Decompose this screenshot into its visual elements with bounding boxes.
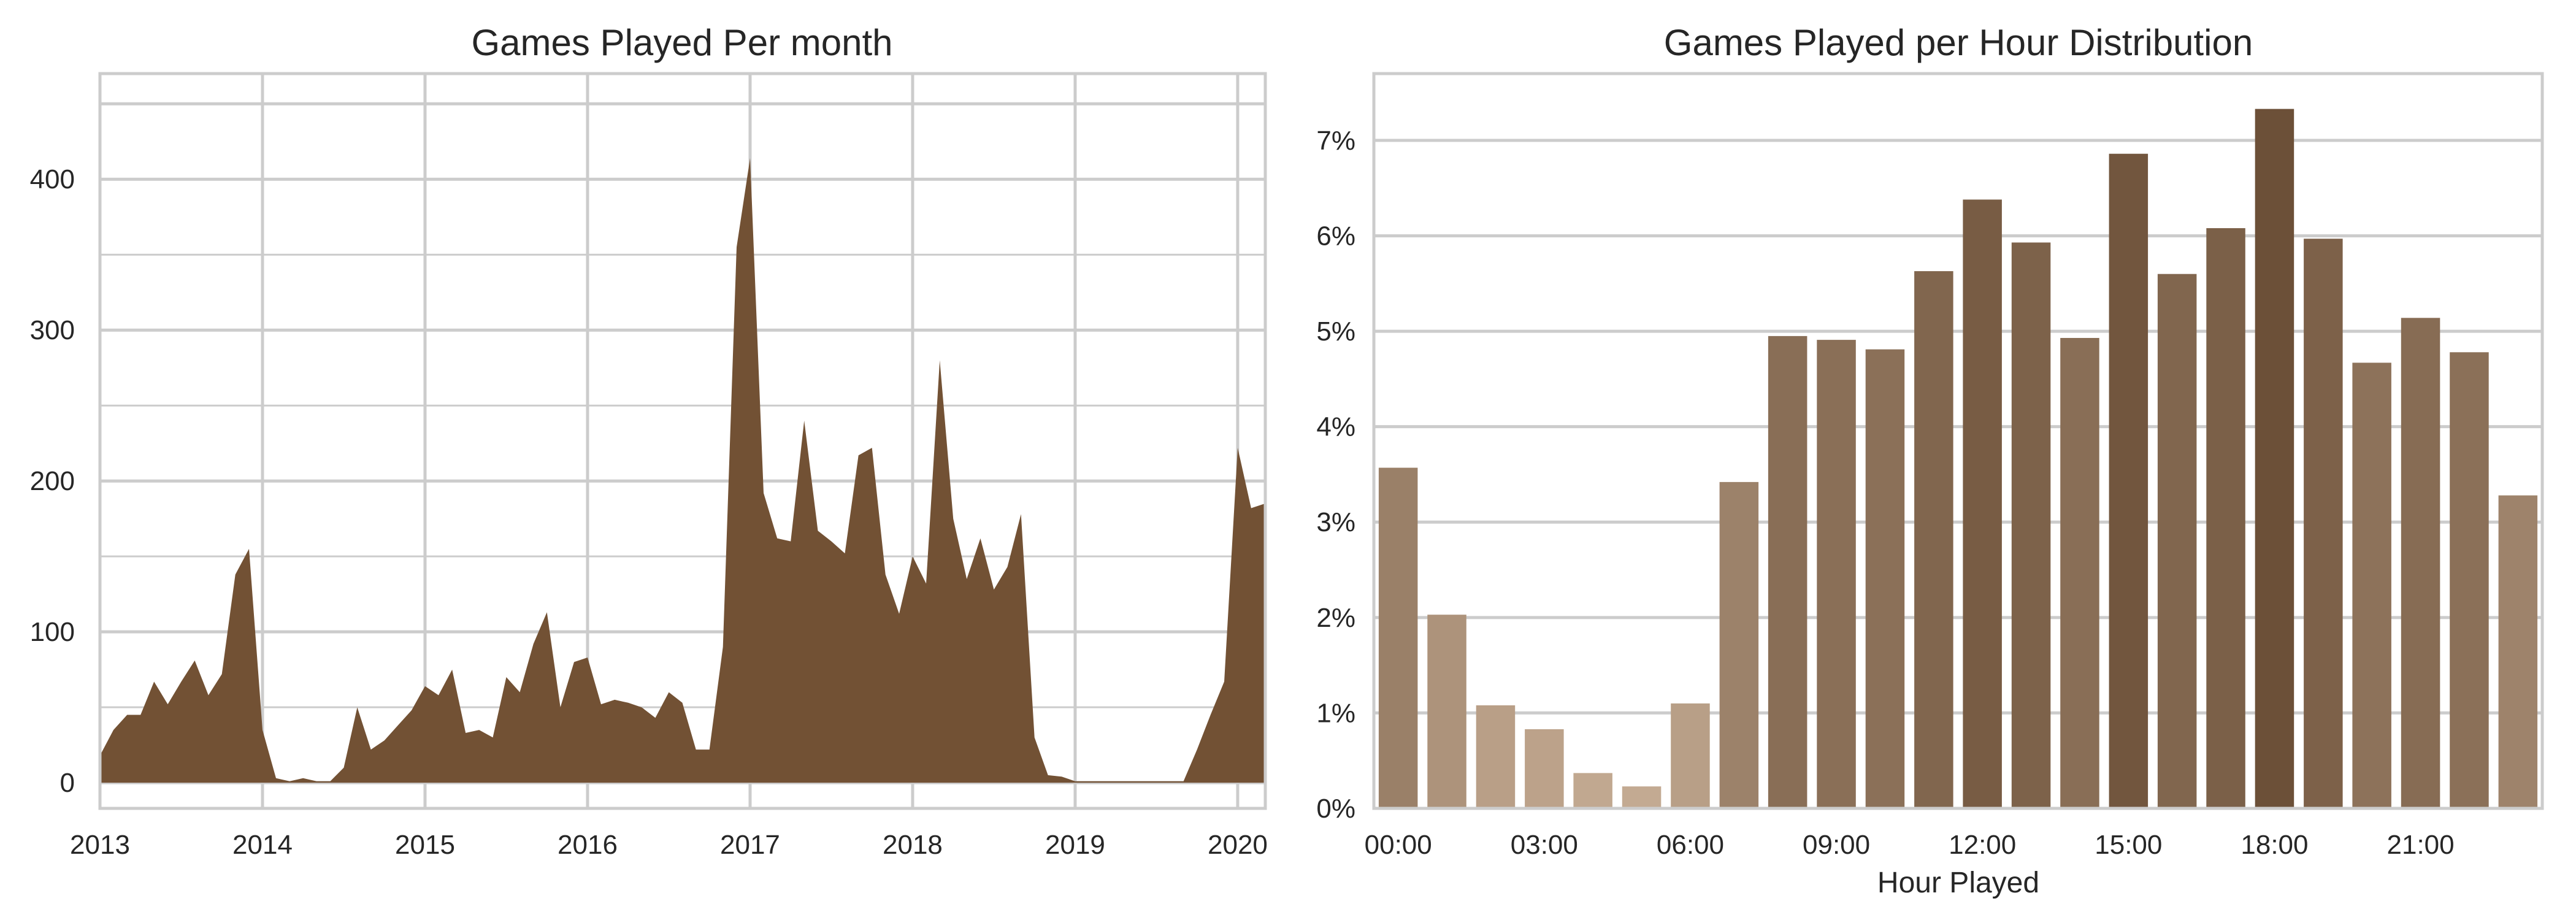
- chart2-y-tick-label: 5%: [1316, 316, 1355, 347]
- hour-bar-16:00: [2157, 274, 2197, 808]
- chart2-x-tick-label: 00:00: [1365, 830, 1432, 860]
- hour-bar-09:00: [1817, 340, 1856, 808]
- hour-bar-04:00: [1573, 773, 1612, 808]
- chart2-x-tick-label: 12:00: [1949, 830, 2016, 860]
- chart2-frame: [1372, 72, 2544, 810]
- hour-bar-06:00: [1671, 703, 1710, 808]
- hour-bar-07:00: [1719, 481, 1759, 808]
- hour-bar-10:00: [1865, 349, 1905, 808]
- chart1-y-tick-label: 0: [60, 768, 75, 798]
- chart1-gridlines: [98, 74, 1265, 808]
- chart2-x-tick-label: 21:00: [2387, 830, 2455, 860]
- hour-bar-13:00: [2011, 242, 2051, 808]
- hour-bar-00:00: [1378, 467, 1418, 808]
- chart2-y-tick-label: 4%: [1316, 412, 1355, 442]
- monthly-games-area: [100, 158, 1265, 783]
- chart1-y-ticks: 0 100 200 300 400: [30, 164, 75, 798]
- chart2-gridlines: [1374, 139, 2542, 810]
- hour-bar-02:00: [1476, 705, 1516, 808]
- chart2-y-tick-label: 3%: [1316, 507, 1355, 537]
- chart1-x-tick-label: 2016: [558, 830, 618, 860]
- hourly-bars: [1378, 109, 2538, 809]
- hourly-distribution-chart: Games Played per Hour Distribution 00:00…: [1316, 22, 2544, 899]
- chart1-x-tick-label: 2015: [395, 830, 455, 860]
- chart1-x-tick-label: 2019: [1045, 830, 1105, 860]
- chart2-y-tick-label: 0%: [1316, 794, 1355, 824]
- chart2-x-tick-label: 06:00: [1657, 830, 1724, 860]
- hour-bar-20:00: [2352, 362, 2391, 808]
- chart1-y-tick-label: 200: [30, 466, 75, 496]
- chart1-y-tick-label: 300: [30, 315, 75, 345]
- chart1-title: Games Played Per month: [472, 22, 893, 63]
- hour-bar-14:00: [2060, 338, 2099, 808]
- hour-bar-01:00: [1427, 615, 1466, 808]
- chart2-y-ticks: 0% 1% 2% 3% 4% 5% 6% 7%: [1316, 126, 1355, 824]
- chart1-y-tick-label: 100: [30, 617, 75, 647]
- hour-bar-08:00: [1768, 335, 1807, 808]
- hour-bar-12:00: [1963, 199, 2002, 808]
- chart2-x-tick-label: 15:00: [2095, 830, 2162, 860]
- chart1-frame: [98, 72, 1267, 810]
- chart2-title: Games Played per Hour Distribution: [1664, 22, 2253, 63]
- chart1-x-tick-label: 2017: [720, 830, 780, 860]
- chart2-y-tick-label: 7%: [1316, 126, 1355, 156]
- monthly-games-chart: Games Played Per month 2013 2014 2015 2016 2…: [30, 22, 1268, 860]
- chart2-x-tick-label: 09:00: [1803, 830, 1870, 860]
- chart1-x-tick-label: 2013: [70, 830, 130, 860]
- chart1-x-tick-label: 2014: [232, 830, 293, 860]
- chart2-x-ticks: 00:00 03:00 06:00 09:00 12:00 15:00 18:00 21:00: [1365, 830, 2455, 860]
- chart2-y-tick-label: 6%: [1316, 221, 1355, 251]
- hour-bar-19:00: [2304, 239, 2343, 808]
- hour-bar-17:00: [2206, 228, 2245, 808]
- chart1-x-tick-label: 2018: [883, 830, 943, 860]
- chart1-x-ticks: 2013 2014 2015 2016 2017 2018 2019 2020: [70, 830, 1268, 860]
- chart2-x-axis-label: Hour Played: [1877, 867, 2039, 899]
- hour-bar-18:00: [2255, 109, 2294, 809]
- hour-bar-03:00: [1525, 729, 1564, 808]
- chart2-y-tick-label: 2%: [1316, 603, 1355, 633]
- chart2-x-tick-label: 18:00: [2241, 830, 2308, 860]
- hour-bar-21:00: [2401, 318, 2440, 808]
- hour-bar-15:00: [2109, 153, 2149, 809]
- hour-bar-22:00: [2450, 352, 2489, 808]
- hour-bar-11:00: [1914, 271, 1953, 809]
- hour-bar-23:00: [2498, 495, 2538, 808]
- chart2-y-tick-label: 1%: [1316, 698, 1355, 728]
- chart1-x-tick-label: 2020: [1208, 830, 1268, 860]
- chart1-y-tick-label: 400: [30, 164, 75, 194]
- chart2-x-tick-label: 03:00: [1511, 830, 1578, 860]
- hour-bar-05:00: [1622, 786, 1662, 808]
